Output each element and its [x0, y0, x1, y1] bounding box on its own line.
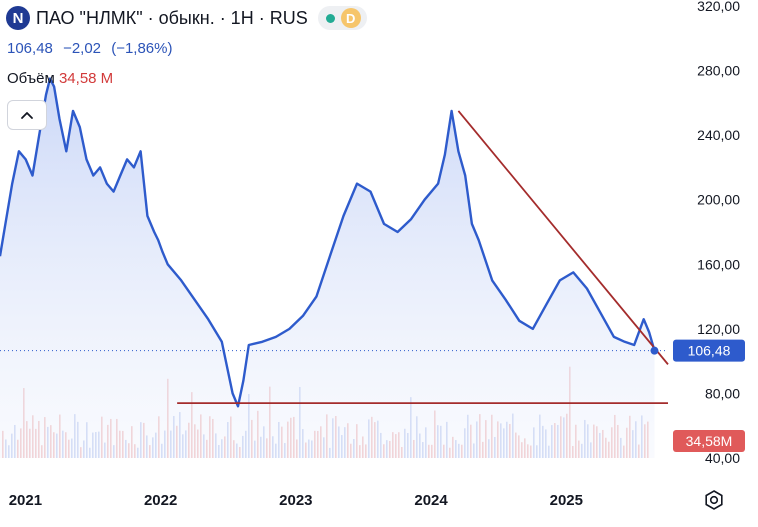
collapse-legend-button[interactable] — [7, 100, 47, 130]
trend-lines — [177, 110, 669, 405]
price-change: −2,02 — [63, 40, 102, 57]
chevron-up-icon — [21, 112, 33, 119]
price-series-line — [0, 77, 656, 408]
y-tick-label: 240,00 — [697, 127, 740, 143]
status-pill[interactable]: D — [317, 6, 367, 30]
volume-legend: Объём 34,58 M — [7, 70, 113, 87]
x-axis[interactable]: 2021 2022 2023 2024 2025 — [9, 492, 583, 509]
x-tick-label: 2025 — [550, 492, 583, 509]
price-tag-label: 106,48 — [688, 343, 731, 359]
x-tick-label: 2021 — [9, 492, 42, 509]
x-tick-label: 2023 — [279, 492, 312, 509]
last-price-dot — [650, 346, 659, 355]
x-tick-label: 2022 — [144, 492, 177, 509]
gear-icon[interactable] — [703, 489, 725, 511]
volume-tag-label: 34,58M — [686, 433, 733, 449]
instrument-title[interactable]: ПАО "НЛМК" · обыкн. · 1H · RUS — [36, 7, 308, 28]
x-tick-label: 2024 — [414, 492, 448, 509]
quote-line: 106,48 −2,02 (−1,86%) — [7, 40, 179, 57]
y-tick-label: 40,00 — [705, 450, 740, 466]
last-price: 106,48 — [7, 40, 53, 57]
trend-line[interactable] — [457, 110, 669, 365]
volume-tag — [673, 430, 745, 452]
market-open-icon — [325, 13, 335, 23]
delayed-badge: D — [340, 8, 361, 28]
volume-value: 34,58 M — [58, 70, 114, 87]
chart-header: N ПАО "НЛМК" · обыкн. · 1H · RUS D — [6, 6, 367, 30]
price-area-fill — [0, 78, 655, 458]
y-tick-label: 80,00 — [705, 385, 740, 401]
y-tick-label: 120,00 — [697, 321, 740, 337]
company-logo: N — [6, 6, 30, 30]
axis-tags: 106,48 34,58M — [673, 339, 745, 452]
price-change-percent: (−1,86%) — [111, 40, 173, 57]
volume-label: Объём — [7, 70, 55, 87]
price-tag — [673, 339, 745, 362]
y-axis[interactable]: 40,00 80,00 120,00 160,00 200,00 240,00 280,00… — [697, 0, 740, 466]
y-tick-label: 320,00 — [697, 0, 740, 14]
y-tick-label: 160,00 — [697, 256, 740, 272]
y-tick-label: 200,00 — [697, 192, 740, 208]
y-tick-label: 280,00 — [697, 63, 740, 79]
